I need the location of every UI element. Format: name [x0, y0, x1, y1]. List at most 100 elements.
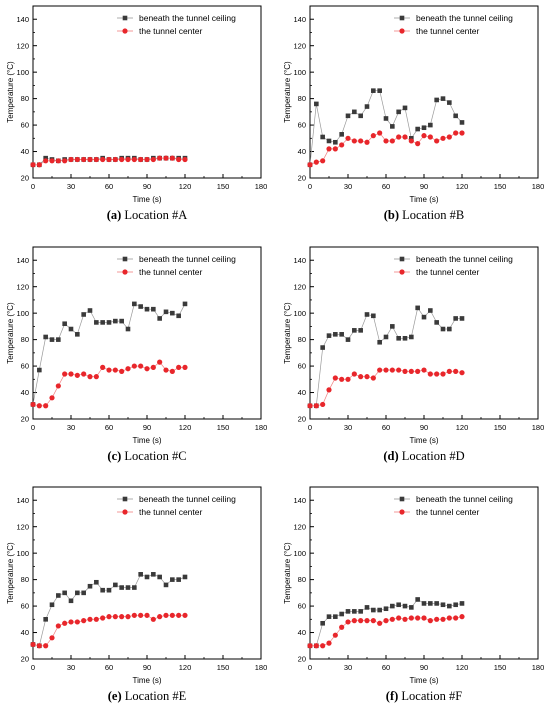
- data-point: [125, 326, 131, 332]
- x-tick-label: 120: [456, 663, 469, 672]
- data-point: [415, 305, 420, 311]
- data-point: [364, 618, 370, 624]
- data-point: [390, 603, 395, 609]
- x-axis-label: Time (s): [132, 676, 161, 685]
- chart-panel-6: 0 30 60 90 120 150 180 20 40 60 80 100 120 140 Time (s…: [283, 486, 545, 703]
- data-point: [62, 321, 67, 327]
- data-point: [421, 314, 427, 320]
- data-point: [339, 332, 344, 337]
- chart-panel-3: 0 30 60 90 120 150 180 20 40 60 80 100 120 140 Time (s…: [6, 246, 267, 463]
- series-center: [30, 612, 188, 649]
- series-line: [32, 303, 186, 405]
- data-point: [163, 582, 169, 588]
- data-point: [421, 367, 427, 373]
- x-tick-label: 180: [532, 663, 545, 672]
- y-axis-label: Temperature (°C): [283, 302, 292, 364]
- data-point: [320, 158, 326, 164]
- x-tick-label: 0: [31, 423, 35, 432]
- legend: beneath the tunnel ceiling the tunnel cen…: [394, 13, 513, 36]
- y-tick-label: 40: [298, 147, 306, 156]
- panel-letter: (a): [107, 208, 122, 222]
- data-point: [333, 332, 338, 337]
- panel-location: Location #F: [398, 689, 462, 703]
- data-point: [396, 335, 401, 341]
- data-point: [358, 113, 363, 119]
- data-point: [390, 124, 395, 129]
- data-point: [421, 601, 427, 606]
- y-tick-label: 20: [21, 415, 29, 424]
- data-point: [320, 345, 325, 350]
- data-point: [68, 326, 74, 332]
- legend-marker: [399, 269, 405, 275]
- data-point: [307, 643, 313, 649]
- data-point: [383, 138, 389, 144]
- data-point: [75, 590, 80, 596]
- y-tick-label: 20: [21, 655, 29, 664]
- data-point: [131, 612, 137, 618]
- data-point: [169, 612, 175, 618]
- legend-marker: [399, 28, 405, 34]
- data-point: [402, 134, 408, 140]
- data-point: [75, 332, 80, 337]
- data-point: [313, 159, 319, 165]
- data-point: [377, 367, 383, 373]
- x-tick-label: 30: [67, 182, 75, 191]
- x-tick-label: 150: [217, 423, 230, 432]
- data-point: [364, 312, 370, 317]
- data-point: [176, 156, 182, 163]
- data-point: [326, 333, 332, 338]
- data-point: [459, 316, 465, 321]
- y-tick-label: 140: [293, 15, 306, 24]
- data-point: [339, 132, 344, 137]
- data-point: [370, 375, 376, 381]
- y-tick-label: 120: [293, 282, 306, 291]
- x-tick-label: 180: [532, 182, 545, 191]
- data-point: [389, 367, 395, 373]
- panel-location: Location #D: [399, 449, 465, 463]
- data-point: [345, 376, 351, 382]
- data-point: [100, 320, 105, 325]
- series-ceiling: [30, 301, 188, 407]
- data-point: [169, 368, 175, 374]
- data-point: [30, 401, 36, 408]
- data-point: [415, 615, 421, 621]
- legend-marker: [122, 28, 128, 34]
- y-tick-label: 40: [298, 388, 306, 397]
- data-point: [62, 158, 68, 164]
- y-tick-label: 100: [293, 68, 306, 77]
- data-point: [352, 609, 357, 614]
- legend: beneath the tunnel ceiling the tunnel cen…: [117, 13, 236, 36]
- x-tick-label: 150: [494, 423, 507, 432]
- data-point: [402, 105, 408, 111]
- data-point: [43, 617, 48, 622]
- data-point: [106, 587, 112, 593]
- y-tick-label: 20: [21, 174, 29, 183]
- panel-caption: (b) Location #B: [384, 208, 465, 222]
- y-tick-label: 60: [21, 602, 29, 611]
- data-point: [396, 109, 401, 115]
- data-point: [119, 614, 125, 620]
- data-point: [440, 602, 446, 608]
- data-point: [383, 334, 389, 340]
- data-point: [453, 368, 459, 374]
- data-point: [68, 598, 74, 604]
- data-point: [459, 130, 465, 136]
- y-tick-label: 140: [16, 15, 29, 24]
- panel-location: Location #A: [121, 208, 187, 222]
- data-point: [119, 368, 125, 374]
- data-point: [132, 301, 137, 307]
- data-point: [182, 364, 188, 370]
- x-tick-label: 90: [420, 663, 428, 672]
- data-point: [36, 162, 42, 168]
- data-point: [383, 618, 389, 624]
- legend-label: beneath the tunnel ceiling: [416, 254, 513, 264]
- data-point: [62, 371, 68, 377]
- chart-panel-5: 0 30 60 90 120 150 180 20 40 60 80 100 120 140 Time (s…: [6, 486, 267, 703]
- y-tick-label: 140: [16, 496, 29, 505]
- x-axis-label: Time (s): [132, 195, 161, 204]
- data-point: [93, 616, 99, 622]
- legend-label: the tunnel center: [416, 26, 479, 36]
- x-tick-label: 0: [31, 182, 35, 191]
- legend-marker: [122, 256, 128, 262]
- series-center: [307, 614, 465, 649]
